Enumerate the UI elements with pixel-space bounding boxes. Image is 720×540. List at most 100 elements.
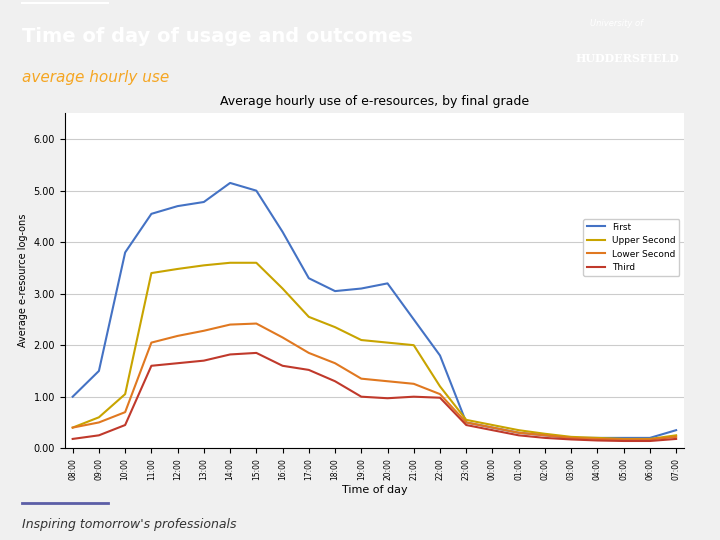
First bbox=[462, 419, 471, 426]
Third bbox=[488, 427, 497, 434]
Lower Second bbox=[357, 375, 366, 382]
Upper Second bbox=[383, 339, 392, 346]
Upper Second bbox=[462, 417, 471, 423]
Third bbox=[410, 394, 418, 400]
First bbox=[488, 424, 497, 431]
First bbox=[121, 249, 130, 256]
First bbox=[305, 275, 313, 281]
Lower Second bbox=[121, 409, 130, 415]
Upper Second bbox=[410, 342, 418, 348]
Lower Second bbox=[672, 434, 680, 440]
Third bbox=[226, 351, 235, 357]
First bbox=[94, 368, 103, 374]
Text: HUDDERSFIELD: HUDDERSFIELD bbox=[576, 53, 680, 64]
Lower Second bbox=[488, 424, 497, 431]
First bbox=[567, 435, 575, 441]
Upper Second bbox=[121, 391, 130, 397]
First bbox=[541, 432, 549, 438]
Third bbox=[278, 362, 287, 369]
Upper Second bbox=[278, 285, 287, 292]
Upper Second bbox=[514, 427, 523, 434]
Third bbox=[593, 437, 602, 444]
First bbox=[410, 316, 418, 323]
Third bbox=[672, 436, 680, 442]
First bbox=[330, 288, 339, 294]
Lower Second bbox=[462, 419, 471, 426]
Upper Second bbox=[147, 270, 156, 276]
First bbox=[383, 280, 392, 287]
Upper Second bbox=[541, 430, 549, 437]
Third bbox=[174, 360, 182, 367]
First bbox=[278, 228, 287, 235]
Lower Second bbox=[147, 339, 156, 346]
Legend: First, Upper Second, Lower Second, Third: First, Upper Second, Lower Second, Third bbox=[583, 219, 680, 276]
Upper Second bbox=[567, 434, 575, 440]
Third bbox=[541, 435, 549, 441]
Lower Second bbox=[646, 436, 654, 443]
Text: Time of day of usage and outcomes: Time of day of usage and outcomes bbox=[22, 27, 413, 46]
First bbox=[672, 427, 680, 434]
Third bbox=[121, 422, 130, 428]
First bbox=[174, 203, 182, 210]
Upper Second bbox=[488, 422, 497, 428]
Text: average hourly use: average hourly use bbox=[22, 70, 169, 85]
Lower Second bbox=[410, 381, 418, 387]
First bbox=[226, 180, 235, 186]
Third bbox=[357, 394, 366, 400]
First bbox=[619, 435, 628, 441]
Third bbox=[305, 367, 313, 373]
First bbox=[646, 435, 654, 441]
Lower Second bbox=[174, 333, 182, 339]
Lower Second bbox=[278, 334, 287, 341]
Lower Second bbox=[619, 436, 628, 443]
Third bbox=[436, 395, 444, 401]
Third bbox=[619, 438, 628, 444]
Upper Second bbox=[305, 314, 313, 320]
Line: Upper Second: Upper Second bbox=[73, 263, 676, 439]
Lower Second bbox=[330, 360, 339, 367]
Third bbox=[646, 438, 654, 444]
Lower Second bbox=[541, 432, 549, 438]
First bbox=[199, 199, 208, 205]
Upper Second bbox=[593, 435, 602, 441]
Lower Second bbox=[514, 429, 523, 436]
Upper Second bbox=[330, 324, 339, 330]
Line: Third: Third bbox=[73, 353, 676, 441]
Third bbox=[68, 436, 77, 442]
Lower Second bbox=[593, 436, 602, 442]
First bbox=[514, 429, 523, 436]
Lower Second bbox=[94, 419, 103, 426]
Third bbox=[514, 432, 523, 438]
First bbox=[436, 352, 444, 359]
First bbox=[357, 285, 366, 292]
Text: University of: University of bbox=[590, 19, 644, 29]
Third bbox=[252, 350, 261, 356]
Lower Second bbox=[226, 321, 235, 328]
Upper Second bbox=[199, 262, 208, 268]
X-axis label: Time of day: Time of day bbox=[341, 485, 408, 496]
Lower Second bbox=[436, 391, 444, 397]
Line: First: First bbox=[73, 183, 676, 438]
Lower Second bbox=[305, 350, 313, 356]
Third bbox=[94, 432, 103, 438]
Upper Second bbox=[94, 414, 103, 421]
Third bbox=[462, 422, 471, 428]
Upper Second bbox=[252, 260, 261, 266]
Upper Second bbox=[619, 436, 628, 442]
Lower Second bbox=[199, 328, 208, 334]
First bbox=[252, 187, 261, 194]
Third bbox=[383, 395, 392, 401]
First bbox=[68, 394, 77, 400]
Upper Second bbox=[226, 260, 235, 266]
Lower Second bbox=[567, 435, 575, 441]
Title: Average hourly use of e-resources, by final grade: Average hourly use of e-resources, by fi… bbox=[220, 95, 529, 108]
Lower Second bbox=[68, 424, 77, 431]
Upper Second bbox=[436, 383, 444, 390]
Y-axis label: Average e-resource log-ons: Average e-resource log-ons bbox=[18, 214, 28, 347]
Third bbox=[567, 436, 575, 443]
Third bbox=[147, 362, 156, 369]
Text: Inspiring tomorrow's professionals: Inspiring tomorrow's professionals bbox=[22, 518, 236, 531]
First bbox=[147, 211, 156, 217]
Upper Second bbox=[646, 436, 654, 442]
Upper Second bbox=[672, 432, 680, 438]
